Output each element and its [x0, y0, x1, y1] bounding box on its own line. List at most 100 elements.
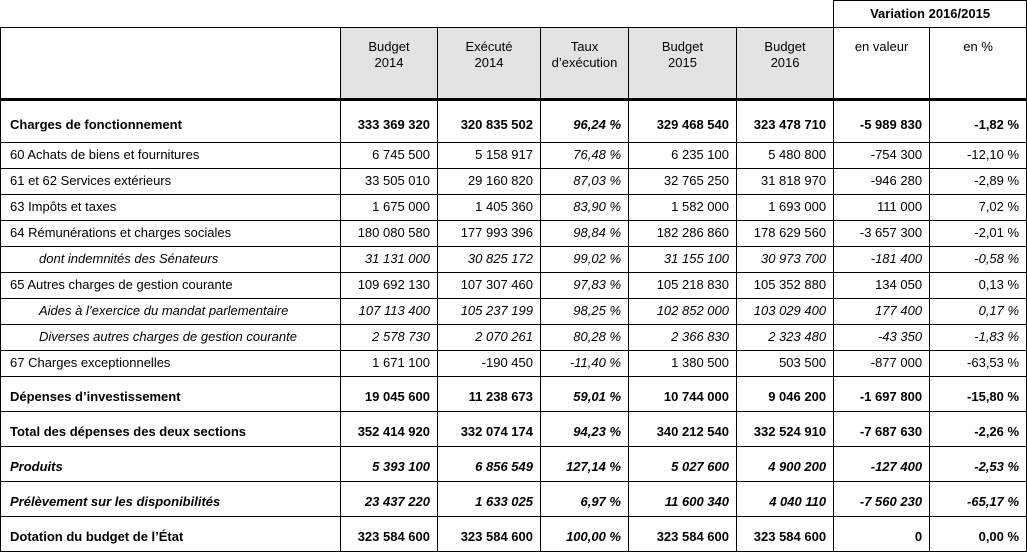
row-label: 64 Rémunérations et charges sociales [0, 220, 341, 247]
table-row: 65 Autres charges de gestion courante 109… [0, 272, 1027, 299]
cell-taux-execution: -11,40 % [540, 350, 629, 377]
cell-taux-execution: 94,23 % [540, 411, 629, 447]
cell-budget-2015: 10 744 000 [628, 376, 737, 412]
cell-variation-valeur: -181 400 [833, 246, 931, 273]
cell-taux-execution: 6,97 % [540, 481, 629, 517]
variation-band-row: Variation 2016/2015 [0, 0, 1027, 28]
cell-budget-2014: 180 080 580 [340, 220, 438, 247]
cell-budget-2016: 178 629 560 [735, 220, 835, 247]
cell-execute-2014: 105 237 199 [437, 298, 541, 325]
cell-budget-2014: 33 505 010 [340, 168, 438, 195]
cell-budget-2016: 103 029 400 [735, 298, 835, 325]
cell-taux-execution: 80,28 % [540, 324, 629, 351]
variation-header-label: Variation 2016/2015 [833, 0, 1027, 28]
row-label: Charges de fonctionnement [0, 99, 341, 143]
column-header-row: Budget 2014 Exécuté 2014 Taux d’exécutio… [0, 27, 1027, 101]
cell-taux-execution: 87,03 % [540, 168, 629, 195]
cell-variation-pct: -0,58 % [929, 246, 1027, 273]
cell-execute-2014: 1 633 025 [437, 481, 541, 517]
cell-budget-2015: 1 380 500 [628, 350, 737, 377]
table-row: Produits 5 393 100 6 856 549 127,14 % 5 027 … [0, 446, 1027, 482]
cell-variation-valeur: -877 000 [833, 350, 931, 377]
cell-budget-2014: 323 584 600 [340, 516, 438, 552]
cell-taux-execution: 99,02 % [540, 246, 629, 273]
cell-budget-2014: 31 131 000 [340, 246, 438, 273]
column-header-variation-pct: en % [929, 27, 1027, 101]
cell-budget-2014: 333 369 320 [340, 99, 438, 143]
table-row: 63 Impôts et taxes 1 675 000 1 405 360 83,9… [0, 194, 1027, 221]
table-row: 61 et 62 Services extérieurs 33 505 010 29… [0, 168, 1027, 195]
cell-execute-2014: 5 158 917 [437, 142, 541, 169]
cell-variation-pct: -63,53 % [929, 350, 1027, 377]
column-header-budget-2016: Budget 2016 [735, 27, 835, 101]
cell-budget-2015: 32 765 250 [628, 168, 737, 195]
cell-execute-2014: 177 993 396 [437, 220, 541, 247]
cell-variation-valeur: -7 560 230 [833, 481, 931, 517]
cell-budget-2014: 19 045 600 [340, 376, 438, 412]
cell-execute-2014: 323 584 600 [437, 516, 541, 552]
cell-execute-2014: 1 405 360 [437, 194, 541, 221]
cell-budget-2015: 31 155 100 [628, 246, 737, 273]
cell-budget-2015: 340 212 540 [628, 411, 737, 447]
cell-budget-2016: 30 973 700 [735, 246, 835, 273]
row-label: 63 Impôts et taxes [0, 194, 341, 221]
table-row: 67 Charges exceptionnelles 1 671 100 -190 … [0, 350, 1027, 377]
cell-variation-pct: -2,89 % [929, 168, 1027, 195]
cell-budget-2014: 23 437 220 [340, 481, 438, 517]
cell-budget-2016: 31 818 970 [735, 168, 835, 195]
row-label: 60 Achats de biens et fournitures [0, 142, 341, 169]
cell-execute-2014: 30 825 172 [437, 246, 541, 273]
cell-variation-valeur: -127 400 [833, 446, 931, 482]
row-label: dont indemnités des Sénateurs [0, 246, 341, 273]
table-row: Total des dépenses des deux sections 352 … [0, 411, 1027, 447]
cell-variation-valeur: 0 [833, 516, 931, 552]
cell-execute-2014: 11 238 673 [437, 376, 541, 412]
row-label: Dépenses d’investissement [0, 376, 341, 412]
cell-budget-2014: 107 113 400 [340, 298, 438, 325]
cell-budget-2015: 105 218 830 [628, 272, 737, 299]
cell-taux-execution: 98,25 % [540, 298, 629, 325]
cell-variation-pct: -65,17 % [929, 481, 1027, 517]
table-row: dont indemnités des Sénateurs 31 131 000 3… [0, 246, 1027, 273]
cell-variation-pct: 0,13 % [929, 272, 1027, 299]
row-label: Dotation du budget de l’État [0, 516, 341, 552]
cell-variation-pct: -2,26 % [929, 411, 1027, 447]
cell-execute-2014: 107 307 460 [437, 272, 541, 299]
row-label: Produits [0, 446, 341, 482]
cell-budget-2016: 2 323 480 [735, 324, 835, 351]
cell-variation-pct: -12,10 % [929, 142, 1027, 169]
cell-taux-execution: 59,01 % [540, 376, 629, 412]
cell-budget-2015: 182 286 860 [628, 220, 737, 247]
cell-budget-2015: 11 600 340 [628, 481, 737, 517]
variation-band-spacer [0, 0, 834, 28]
cell-execute-2014: 6 856 549 [437, 446, 541, 482]
cell-variation-pct: -2,53 % [929, 446, 1027, 482]
cell-variation-pct: -1,83 % [929, 324, 1027, 351]
column-header-taux-execution: Taux d’exécution [540, 27, 629, 101]
cell-variation-valeur: -5 989 830 [833, 99, 931, 143]
cell-variation-pct: 0,00 % [929, 516, 1027, 552]
cell-variation-valeur: -754 300 [833, 142, 931, 169]
table-row: Prélèvement sur les disponibilités 23 437… [0, 481, 1027, 517]
table-row: Diverses autres charges de gestion coura… [0, 324, 1027, 351]
table-row: 64 Rémunérations et charges sociales 180 … [0, 220, 1027, 247]
table-row: 60 Achats de biens et fournitures 6 745 5… [0, 142, 1027, 169]
cell-taux-execution: 96,24 % [540, 99, 629, 143]
cell-taux-execution: 83,90 % [540, 194, 629, 221]
cell-budget-2016: 105 352 880 [735, 272, 835, 299]
cell-taux-execution: 127,14 % [540, 446, 629, 482]
cell-budget-2015: 2 366 830 [628, 324, 737, 351]
cell-execute-2014: -190 450 [437, 350, 541, 377]
table-row: Aides à l’exercice du mandat parlementai… [0, 298, 1027, 325]
cell-taux-execution: 100,00 % [540, 516, 629, 552]
cell-taux-execution: 97,83 % [540, 272, 629, 299]
cell-budget-2016: 1 693 000 [735, 194, 835, 221]
table-row: Dotation du budget de l’État 323 584 600 3… [0, 516, 1027, 552]
cell-budget-2015: 102 852 000 [628, 298, 737, 325]
cell-taux-execution: 76,48 % [540, 142, 629, 169]
cell-variation-pct: 0,17 % [929, 298, 1027, 325]
cell-budget-2016: 332 524 910 [735, 411, 835, 447]
row-label-column-header [0, 27, 341, 101]
cell-budget-2014: 5 393 100 [340, 446, 438, 482]
